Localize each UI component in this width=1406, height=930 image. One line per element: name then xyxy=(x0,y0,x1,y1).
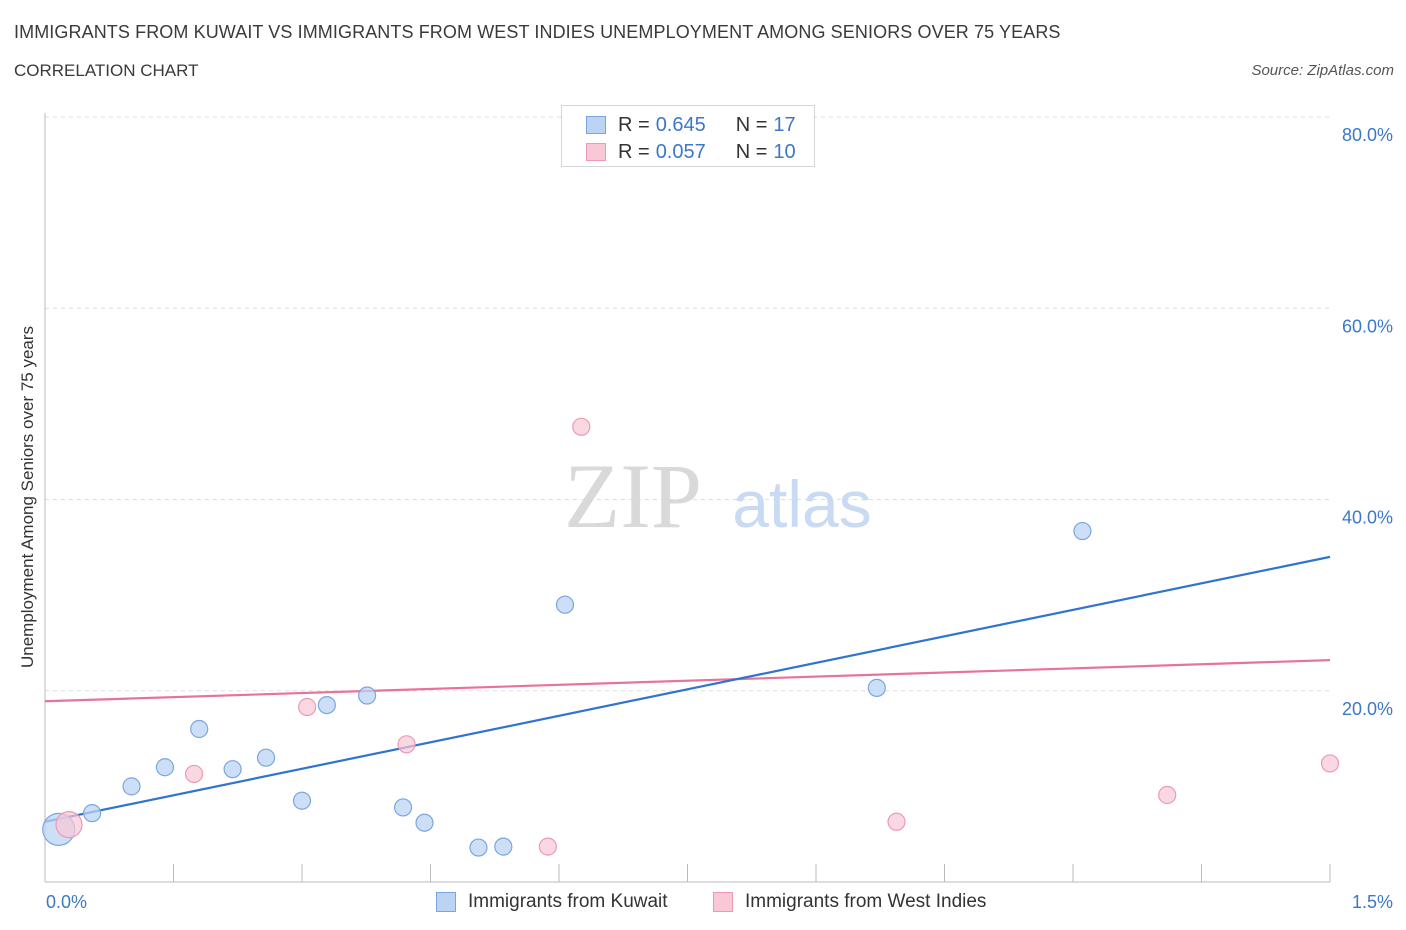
kuwait-point xyxy=(122,777,141,796)
trend-lines xyxy=(44,555,1331,823)
west-indies-n-value: 10 xyxy=(773,140,796,163)
west-indies-r-value: 0.057 xyxy=(655,140,706,163)
kuwait-n-value: 17 xyxy=(773,113,796,136)
west-indies-point xyxy=(572,417,591,436)
y-axis-label-container: Unemployment Among Seniors over 75 years xyxy=(18,300,38,694)
kuwait-point xyxy=(317,695,336,715)
west-indies-trend-line xyxy=(44,659,1331,703)
kuwait-r-label: R = xyxy=(618,113,650,136)
x-tick-label-min: 0.0% xyxy=(46,892,87,912)
west-indies-point xyxy=(1158,785,1177,805)
axes xyxy=(44,113,1331,883)
y-tick-label: 60.0% xyxy=(1342,316,1393,336)
correlation-legend: R = 0.645 N = 17 R = 0.057 N = 10 xyxy=(561,105,815,167)
west-indies-point xyxy=(397,735,416,754)
west-indies-point xyxy=(887,812,906,831)
chart-title: IMMIGRANTS FROM KUWAIT VS IMMIGRANTS FRO… xyxy=(14,22,1061,42)
west-indies-r-label: R = xyxy=(618,140,650,163)
kuwait-point xyxy=(256,748,276,767)
source-label: Source: ZipAtlas.com xyxy=(1251,62,1394,79)
y-tick-label: 40.0% xyxy=(1342,508,1393,528)
legend-row-west-indies: R = 0.057 N = 10 xyxy=(586,140,800,164)
chart-subtitle: CORRELATION CHART xyxy=(14,61,199,80)
kuwait-point xyxy=(469,838,488,857)
y-tick-label: 20.0% xyxy=(1342,699,1393,719)
y-axis-label: Unemployment Among Seniors over 75 years xyxy=(18,325,37,669)
x-tick-label-max: 1.5% xyxy=(1352,892,1393,912)
west-indies-point xyxy=(298,697,317,717)
kuwait-point xyxy=(155,758,175,777)
kuwait-point xyxy=(415,813,434,832)
legend-row-kuwait: R = 0.645 N = 17 xyxy=(586,113,800,137)
data-points xyxy=(42,120,1340,857)
kuwait-point xyxy=(867,678,886,697)
kuwait-point xyxy=(393,798,413,817)
tick-labels: 20.0% 40.0% 60.0% 80.0% 0.0% 1.5% xyxy=(46,125,1393,912)
kuwait-n-label: N = xyxy=(735,113,768,136)
kuwait-point xyxy=(1073,521,1092,541)
kuwait-point xyxy=(190,719,209,739)
watermark-atlas: atlas xyxy=(732,467,871,541)
kuwait-point xyxy=(292,791,312,810)
kuwait-point xyxy=(555,595,575,614)
kuwait-r-value: 0.645 xyxy=(655,113,706,136)
bottom-legend-kuwait: Immigrants from Kuwait xyxy=(436,889,668,915)
y-tick-label: 80.0% xyxy=(1342,125,1393,145)
kuwait-point xyxy=(494,837,513,856)
kuwait-swatch xyxy=(586,116,606,134)
west-indies-point xyxy=(55,811,83,839)
kuwait-trend-line xyxy=(44,555,1331,823)
gridlines xyxy=(45,116,1330,692)
watermark-zip: ZIP xyxy=(564,445,702,547)
west-indies-point xyxy=(184,764,204,784)
bottom-kuwait-swatch xyxy=(436,892,456,912)
west-indies-n-label: N = xyxy=(735,140,768,163)
west-indies-swatch xyxy=(586,143,606,161)
kuwait-point xyxy=(223,760,242,779)
kuwait-point xyxy=(83,804,102,823)
bottom-west-indies-label: Immigrants from West Indies xyxy=(745,891,987,912)
kuwait-point xyxy=(358,686,377,705)
bottom-legend-west-indies: Immigrants from West Indies xyxy=(713,889,986,915)
west-indies-point xyxy=(538,837,557,856)
west-indies-point xyxy=(1320,754,1340,773)
bottom-kuwait-label: Immigrants from Kuwait xyxy=(468,891,668,912)
bottom-west-indies-swatch xyxy=(713,892,733,912)
